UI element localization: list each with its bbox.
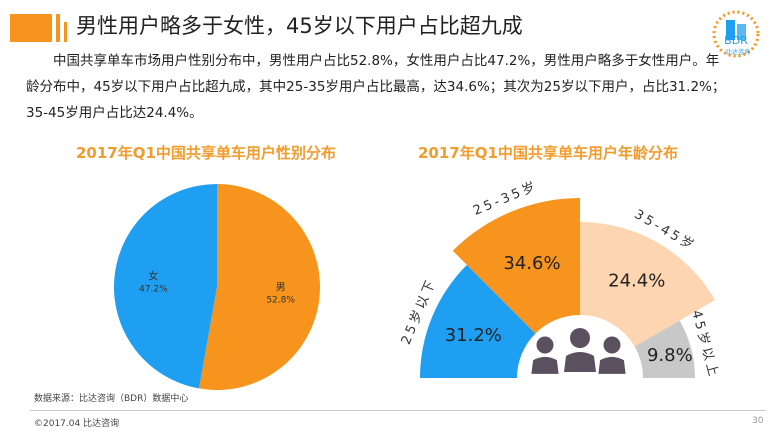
segment-value: 9.8% bbox=[647, 345, 693, 366]
people-icon bbox=[603, 336, 621, 354]
summary-text: 中国共享单车市场用户性别分布中，男性用户占比52.8%，女性用户占比47.2%，… bbox=[26, 53, 726, 121]
people-icon bbox=[531, 356, 559, 374]
people-icon bbox=[570, 328, 590, 348]
slice-value: 47.2% bbox=[139, 284, 168, 294]
slice-label: 女 bbox=[148, 269, 158, 282]
data-source: 数据来源：比达咨询（BDR）数据中心 bbox=[34, 394, 189, 404]
page-number: 30 bbox=[752, 416, 764, 426]
people-icon bbox=[564, 352, 596, 372]
header-accent bbox=[64, 22, 67, 42]
logo-text: BDR bbox=[724, 34, 748, 47]
people-icon bbox=[536, 336, 554, 354]
segment-value: 24.4% bbox=[608, 271, 665, 292]
age-segment bbox=[452, 198, 580, 334]
header-accent bbox=[56, 14, 60, 42]
logo-subtext: 比达咨询 bbox=[726, 48, 750, 56]
age-segment bbox=[420, 264, 536, 378]
slice-label: 男 bbox=[276, 282, 286, 294]
bdr-logo: BDR 比达咨询 bbox=[712, 10, 760, 58]
people-icon bbox=[598, 356, 626, 374]
age-chart-title: 2017年Q1中国共享单车用户年龄分布 bbox=[418, 144, 678, 162]
header-accent bbox=[10, 14, 52, 42]
segment-value: 31.2% bbox=[445, 325, 502, 346]
pie-slice-female bbox=[114, 184, 217, 389]
age-segment bbox=[580, 222, 716, 347]
gender-chart-title: 2017年Q1中国共享单车用户性别分布 bbox=[76, 144, 336, 162]
slice-value: 52.8% bbox=[266, 296, 295, 306]
divider bbox=[30, 410, 766, 411]
age-segment bbox=[634, 320, 695, 378]
copyright: ©2017.04 比达咨询 bbox=[34, 419, 120, 429]
segment-value: 34.6% bbox=[503, 253, 560, 274]
page-title: 男性用户略多于女性，45岁以下用户占比超九成 bbox=[76, 14, 523, 38]
pie-slice-male bbox=[198, 184, 321, 390]
